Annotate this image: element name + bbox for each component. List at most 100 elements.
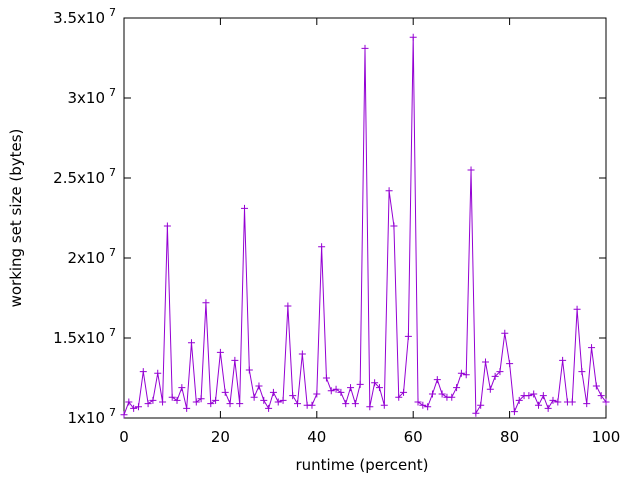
data-point xyxy=(159,398,167,406)
y-tick-mantissa: 1.5x10 xyxy=(53,329,105,347)
data-point xyxy=(192,398,200,406)
data-point xyxy=(588,344,596,352)
data-point xyxy=(168,393,176,401)
data-point xyxy=(347,384,355,392)
data-point xyxy=(298,350,306,358)
data-point xyxy=(318,243,326,251)
data-point xyxy=(139,368,147,376)
y-tick-label: 1x10 7 xyxy=(67,406,116,427)
data-point xyxy=(375,384,383,392)
data-point xyxy=(154,369,162,377)
y-tick-exponent: 7 xyxy=(109,166,116,179)
data-point xyxy=(183,404,191,412)
y-tick-exponent: 7 xyxy=(109,86,116,99)
data-point xyxy=(568,398,576,406)
data-point xyxy=(433,376,441,384)
data-point xyxy=(385,187,393,195)
data-point xyxy=(467,166,475,174)
y-tick-label: 3x10 7 xyxy=(67,86,116,107)
data-point xyxy=(207,400,215,408)
data-point xyxy=(202,299,210,307)
data-point xyxy=(197,395,205,403)
data-point xyxy=(438,390,446,398)
data-point xyxy=(342,400,350,408)
data-point xyxy=(578,368,586,376)
data-point xyxy=(144,400,152,408)
data-point xyxy=(477,401,485,409)
data-point xyxy=(250,393,258,401)
data-point xyxy=(279,396,287,404)
data-point xyxy=(361,44,369,52)
data-point xyxy=(559,356,567,364)
data-point xyxy=(535,401,543,409)
y-axis-label: working set size (bytes) xyxy=(7,129,25,308)
data-point xyxy=(592,382,600,390)
data-point xyxy=(573,305,581,313)
y-tick-exponent: 7 xyxy=(109,6,116,19)
plot-frame xyxy=(123,17,607,419)
y-tick-exponent: 7 xyxy=(109,246,116,259)
data-point xyxy=(289,392,297,400)
data-point xyxy=(424,403,432,411)
data-point xyxy=(539,392,547,400)
y-tick-exponent: 7 xyxy=(109,406,116,419)
data-point xyxy=(448,393,456,401)
data-point xyxy=(597,392,605,400)
data-point xyxy=(482,358,489,366)
y-tick-label: 2.5x10 7 xyxy=(53,166,116,187)
data-point xyxy=(134,403,142,411)
data-point xyxy=(245,366,253,374)
x-tick-label: 60 xyxy=(404,428,423,446)
data-point xyxy=(120,411,128,419)
data-point xyxy=(173,396,181,404)
data-point xyxy=(371,379,379,387)
data-point xyxy=(404,332,412,340)
data-point xyxy=(231,356,239,364)
data-point xyxy=(294,400,302,408)
data-point xyxy=(337,388,345,396)
data-point xyxy=(380,401,388,409)
x-tick-label: 20 xyxy=(211,428,230,446)
data-point xyxy=(284,302,292,310)
data-point xyxy=(453,384,461,392)
data-point xyxy=(395,393,403,401)
y-tick-label: 1.5x10 7 xyxy=(53,326,116,347)
y-tick-exponent: 7 xyxy=(109,326,116,339)
x-tick-label: 80 xyxy=(500,428,519,446)
data-point xyxy=(515,396,523,404)
data-point xyxy=(491,372,499,380)
y-tick-label: 2x10 7 xyxy=(67,246,116,267)
axis-ticks xyxy=(123,17,607,419)
data-point xyxy=(602,398,610,406)
data-point xyxy=(255,382,263,390)
data-point xyxy=(332,385,340,393)
data-point xyxy=(163,222,171,230)
data-point xyxy=(216,348,224,356)
data-point xyxy=(419,401,427,409)
data-point xyxy=(366,403,374,411)
data-point xyxy=(308,401,316,409)
data-point xyxy=(313,390,321,398)
data-point xyxy=(462,371,470,379)
data-point xyxy=(212,396,220,404)
data-point xyxy=(221,388,229,396)
y-tick-mantissa: 3.5x10 xyxy=(53,9,105,27)
data-point xyxy=(530,390,538,398)
data-point xyxy=(409,33,417,41)
data-point xyxy=(351,400,359,408)
data-point xyxy=(327,387,335,395)
data-point xyxy=(260,396,268,404)
data-point xyxy=(525,392,533,400)
data-point xyxy=(356,380,364,388)
data-point xyxy=(130,404,138,412)
data-point xyxy=(269,388,277,396)
data-point xyxy=(187,339,195,347)
data-point xyxy=(486,385,494,393)
y-tick-label: 3.5x10 7 xyxy=(53,6,116,27)
data-point xyxy=(457,369,465,377)
data-point xyxy=(400,388,408,396)
data-point xyxy=(496,368,504,376)
data-point xyxy=(274,398,282,406)
data-point xyxy=(226,400,234,408)
